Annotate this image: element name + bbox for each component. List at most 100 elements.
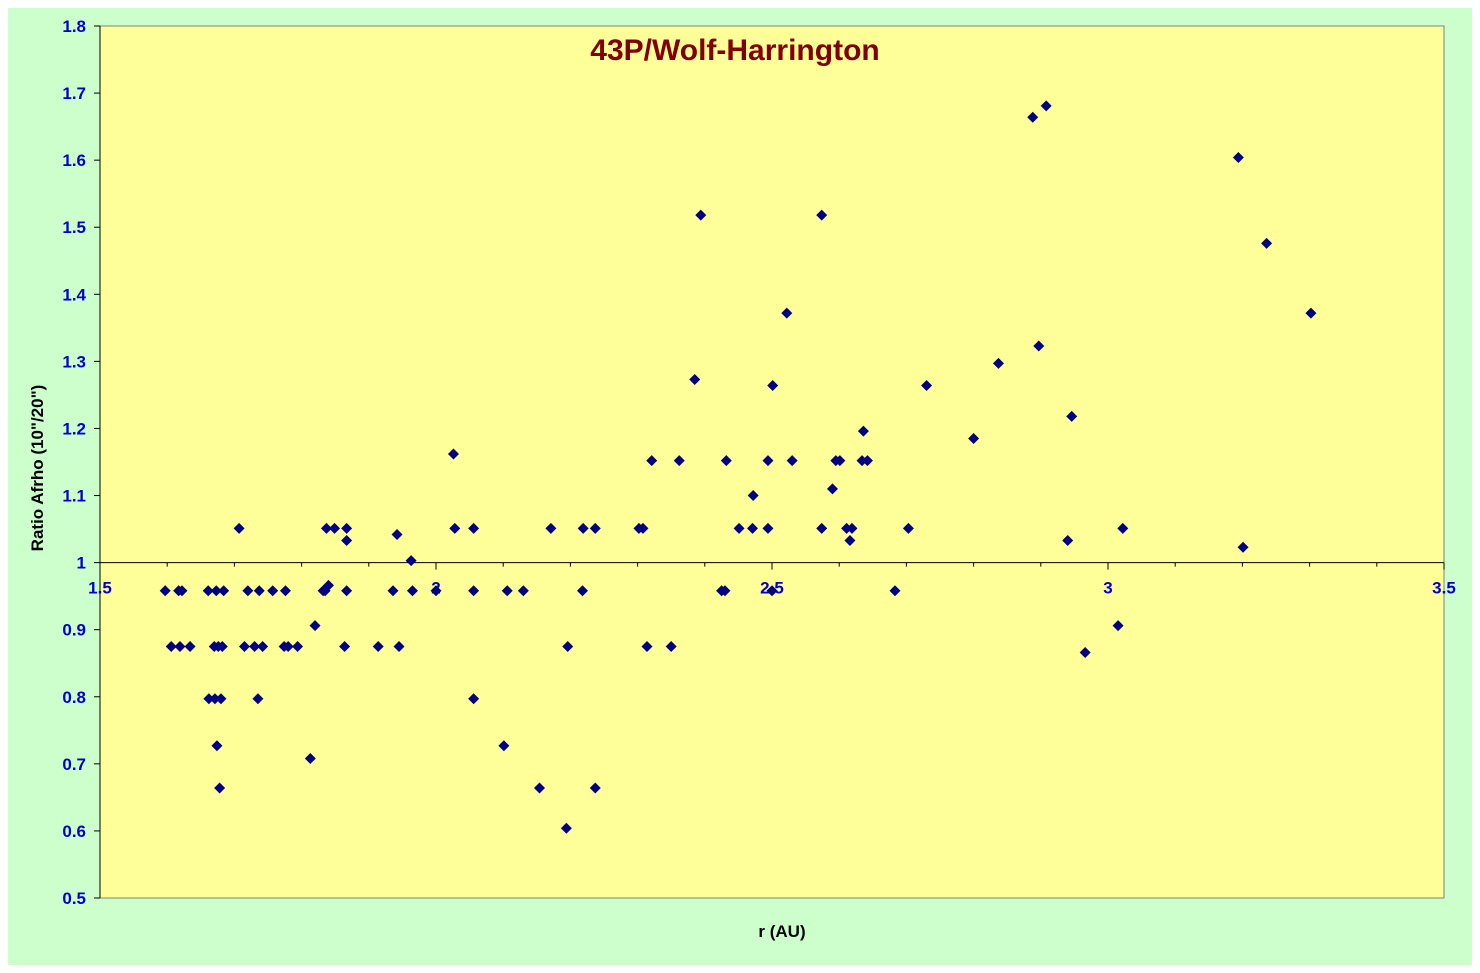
data-point xyxy=(238,640,250,652)
data-point xyxy=(329,522,341,534)
data-point xyxy=(282,640,294,652)
data-point xyxy=(174,640,186,652)
data-point xyxy=(641,640,653,652)
data-point xyxy=(1261,237,1273,249)
data-point xyxy=(560,822,572,834)
chart-title: 43P/Wolf-Harrington xyxy=(590,34,879,67)
data-points xyxy=(159,100,1317,834)
x-tick-label: 3.5 xyxy=(1432,579,1456,598)
data-point xyxy=(215,693,227,705)
data-point xyxy=(844,534,856,546)
data-point xyxy=(533,782,545,794)
data-point xyxy=(968,433,980,445)
data-point xyxy=(545,522,557,534)
data-point xyxy=(341,534,353,546)
data-point xyxy=(309,620,321,632)
data-point xyxy=(1117,522,1129,534)
y-axis-title: Ratio Afrho (10"/20") xyxy=(28,385,47,552)
data-point xyxy=(209,693,221,705)
y-tick-label: 0.5 xyxy=(62,889,86,908)
data-point xyxy=(339,640,351,652)
data-point xyxy=(861,455,873,467)
data-point xyxy=(762,522,774,534)
y-tick-label: 1.6 xyxy=(62,151,86,170)
data-point xyxy=(637,522,649,534)
data-point xyxy=(468,585,480,597)
data-point xyxy=(1062,534,1074,546)
data-point xyxy=(406,585,418,597)
data-point xyxy=(786,455,798,467)
y-tick-label: 1.1 xyxy=(62,487,86,506)
data-point xyxy=(846,522,858,534)
data-point xyxy=(747,522,759,534)
data-point xyxy=(1079,646,1091,658)
data-point xyxy=(430,585,442,597)
data-point xyxy=(857,425,869,437)
x-tick-label: 1.5 xyxy=(88,579,112,598)
data-point xyxy=(449,522,461,534)
data-point xyxy=(393,640,405,652)
data-point xyxy=(176,585,188,597)
data-point xyxy=(1040,100,1052,112)
data-point xyxy=(320,522,332,534)
x-tick-label: 3 xyxy=(1103,579,1112,598)
data-point xyxy=(826,483,838,495)
data-point xyxy=(733,522,745,534)
data-point xyxy=(242,585,254,597)
data-point xyxy=(673,455,685,467)
data-point xyxy=(562,640,574,652)
data-point xyxy=(252,693,264,705)
data-point xyxy=(253,585,265,597)
data-point xyxy=(589,522,601,534)
x-axis-title: r (AU) xyxy=(758,922,805,941)
data-point xyxy=(341,522,353,534)
data-point xyxy=(211,740,223,752)
data-point xyxy=(689,373,701,385)
y-tick-label: 1.2 xyxy=(62,419,86,438)
data-point xyxy=(233,522,245,534)
y-tick-label: 1.8 xyxy=(62,17,86,36)
data-point xyxy=(766,585,778,597)
data-point xyxy=(1237,541,1249,553)
data-point xyxy=(468,693,480,705)
data-point xyxy=(781,307,793,319)
data-point xyxy=(646,455,658,467)
y-tick-label: 1.4 xyxy=(62,285,86,304)
data-point xyxy=(184,640,196,652)
data-point xyxy=(447,448,459,460)
data-point xyxy=(747,490,759,502)
data-point xyxy=(304,752,316,764)
y-tick-label: 1.7 xyxy=(62,84,86,103)
data-point xyxy=(216,640,228,652)
scatter-chart: 0.5 0.6 0.7 0.8 0.9 1 1.1 1.2 1.3 1.4 1.5 1.6 1.7 1.8… xyxy=(28,17,1456,941)
data-point xyxy=(498,740,510,752)
data-point xyxy=(218,585,230,597)
data-point xyxy=(405,555,417,567)
data-point xyxy=(577,522,589,534)
data-point xyxy=(1027,111,1039,123)
data-point xyxy=(762,455,774,467)
y-tick-label: 0.7 xyxy=(62,755,86,774)
data-point xyxy=(719,585,731,597)
data-point xyxy=(1066,410,1078,422)
y-tick-label: 1.3 xyxy=(62,352,86,371)
y-tick-label: 1.5 xyxy=(62,218,86,237)
data-point xyxy=(695,209,707,221)
data-point xyxy=(210,585,222,597)
data-point xyxy=(249,640,261,652)
data-point xyxy=(665,640,677,652)
data-point xyxy=(767,380,779,392)
data-point xyxy=(1305,307,1317,319)
data-point xyxy=(468,522,480,534)
data-point xyxy=(292,640,304,652)
data-point xyxy=(720,455,732,467)
y-tick-label: 0.6 xyxy=(62,822,86,841)
data-point xyxy=(1033,340,1045,352)
data-point xyxy=(921,380,933,392)
data-point xyxy=(517,585,529,597)
data-point xyxy=(1112,620,1124,632)
data-point xyxy=(387,585,399,597)
data-point xyxy=(165,640,177,652)
data-point xyxy=(816,209,828,221)
y-tick-label: 0.9 xyxy=(62,621,86,640)
